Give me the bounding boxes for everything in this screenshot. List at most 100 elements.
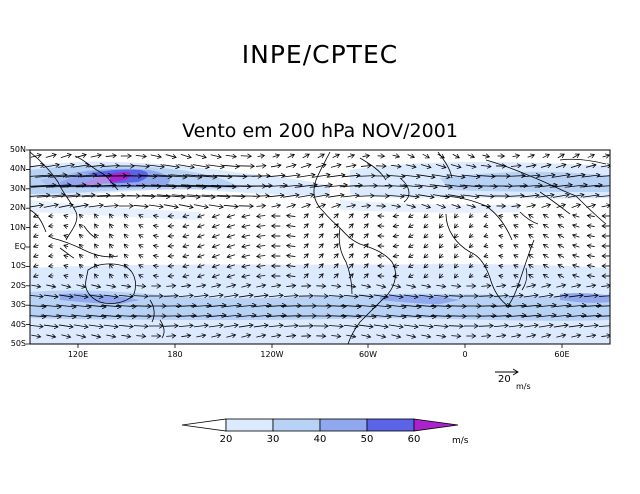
wind-vector bbox=[55, 305, 76, 307]
wind-vector bbox=[256, 206, 266, 207]
wind-vector bbox=[573, 225, 580, 227]
wind-vector bbox=[581, 175, 600, 177]
wind-vector bbox=[433, 325, 448, 326]
lat-label: EQ bbox=[14, 242, 26, 251]
wind-vector bbox=[409, 235, 414, 238]
wind-vector bbox=[332, 154, 340, 157]
wind-vector bbox=[153, 235, 159, 236]
wind-vector bbox=[175, 305, 196, 306]
wind-vector bbox=[139, 235, 143, 238]
wind-vector bbox=[557, 154, 565, 159]
wind-vector bbox=[223, 295, 238, 297]
wind-vector bbox=[465, 165, 476, 167]
colorbar-bin bbox=[181, 418, 227, 432]
wind-vector bbox=[587, 275, 595, 276]
wind-vector bbox=[409, 215, 414, 218]
wind-vector bbox=[87, 165, 104, 167]
wind-vector bbox=[529, 224, 534, 227]
wind-vector bbox=[31, 285, 40, 287]
wind-vector bbox=[348, 264, 353, 269]
wind-vector bbox=[226, 335, 235, 337]
wind-vector bbox=[139, 255, 143, 258]
wind-vector bbox=[110, 254, 113, 258]
wind-vector bbox=[583, 295, 598, 296]
wind-vector bbox=[79, 224, 82, 227]
wind-vector bbox=[346, 205, 356, 207]
wind-vector bbox=[253, 325, 268, 327]
wind-vector bbox=[124, 224, 128, 228]
wind-vector bbox=[409, 265, 414, 268]
wind-vector bbox=[393, 215, 399, 216]
wind-vector bbox=[466, 205, 476, 207]
wind-vector bbox=[136, 286, 145, 287]
wind-vector bbox=[160, 316, 181, 317]
wind-vector bbox=[257, 225, 266, 226]
wind-vector bbox=[196, 185, 236, 187]
wind-vector bbox=[30, 305, 46, 306]
lon-label: 120W bbox=[260, 350, 284, 359]
wind-vector bbox=[390, 165, 401, 166]
wind-vector bbox=[388, 325, 403, 327]
wind-vector bbox=[388, 295, 403, 297]
wind-vector bbox=[118, 325, 133, 326]
wind-vector bbox=[49, 246, 54, 247]
wind-vector bbox=[124, 244, 128, 248]
wind-vector bbox=[529, 274, 534, 277]
wind-vector bbox=[543, 274, 549, 277]
colorbar-label: 60 bbox=[407, 434, 421, 445]
wind-vector bbox=[287, 225, 296, 226]
wind-vector bbox=[570, 164, 581, 168]
wind-vector bbox=[493, 295, 508, 296]
wind-vector bbox=[348, 254, 353, 259]
wind-vector bbox=[540, 165, 551, 168]
wind-vector bbox=[296, 175, 315, 178]
wind-vector bbox=[285, 165, 296, 168]
wind-vector bbox=[160, 306, 181, 307]
wind-vector bbox=[193, 204, 208, 208]
wind-vector bbox=[46, 185, 86, 188]
wind-vector bbox=[508, 295, 523, 297]
wind-vector bbox=[333, 224, 338, 229]
wind-vector bbox=[49, 266, 54, 267]
wind-vector bbox=[124, 254, 128, 258]
wind-vector bbox=[499, 246, 504, 247]
wind-vector bbox=[242, 225, 251, 227]
wind-vector bbox=[64, 215, 68, 217]
wind-vector bbox=[163, 326, 178, 327]
wind-vector bbox=[127, 196, 155, 197]
wind-vector bbox=[348, 214, 353, 219]
wind-vector bbox=[571, 335, 580, 337]
wind-vector bbox=[558, 265, 565, 268]
wind-vector bbox=[587, 255, 595, 256]
wind-vector bbox=[571, 285, 580, 287]
wind-vector bbox=[162, 165, 179, 168]
wind-vector bbox=[318, 244, 323, 249]
wind-vector bbox=[256, 285, 265, 287]
wind-vector bbox=[499, 236, 504, 237]
wind-vector bbox=[454, 244, 457, 248]
wind-vector bbox=[538, 325, 553, 327]
wind-vector bbox=[602, 155, 610, 157]
wind-vector bbox=[271, 205, 281, 207]
wind-vector bbox=[342, 195, 359, 197]
wind-vector bbox=[55, 315, 76, 317]
wind-vector bbox=[346, 335, 355, 337]
wind-vector bbox=[49, 256, 54, 257]
wind-vector bbox=[220, 305, 241, 307]
wind-vector bbox=[355, 305, 376, 307]
wind-vector bbox=[198, 225, 205, 228]
wind-vector bbox=[400, 315, 421, 317]
wind-vector bbox=[393, 265, 399, 266]
wind-vector bbox=[311, 175, 330, 178]
wind-vector bbox=[573, 235, 580, 237]
wind-vector bbox=[200, 175, 232, 177]
wind-vector bbox=[439, 264, 442, 268]
wind-vector bbox=[523, 295, 538, 297]
wind-vector bbox=[172, 194, 200, 198]
wind-vector bbox=[183, 265, 190, 267]
wind-vector bbox=[249, 186, 272, 187]
wind-vector bbox=[439, 214, 442, 218]
wind-vector bbox=[227, 265, 236, 268]
